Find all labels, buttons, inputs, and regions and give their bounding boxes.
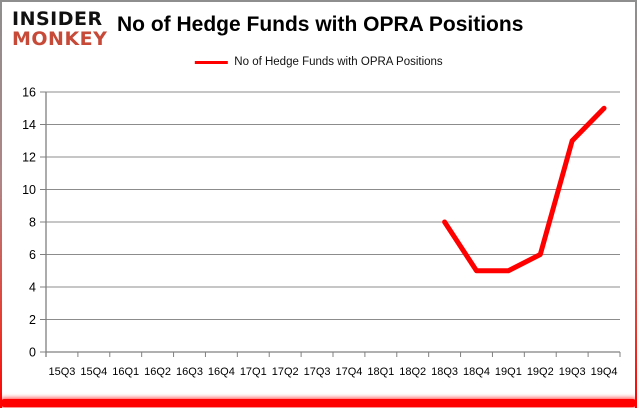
y-axis-label: 10 bbox=[22, 183, 36, 197]
x-axis-label: 16Q4 bbox=[208, 366, 235, 378]
x-axis-label: 18Q3 bbox=[431, 366, 458, 378]
legend-line-swatch bbox=[194, 60, 228, 64]
x-axis-label: 17Q2 bbox=[272, 366, 299, 378]
insider-monkey-logo: INSIDER MONKEY bbox=[12, 10, 107, 49]
y-axis-label: 2 bbox=[29, 313, 36, 327]
x-axis-label: 19Q2 bbox=[527, 366, 554, 378]
x-axis-label: 16Q3 bbox=[176, 366, 203, 378]
x-axis-label: 18Q2 bbox=[399, 366, 426, 378]
frame-border-right bbox=[635, 0, 637, 408]
page-title: No of Hedge Funds with OPRA Positions bbox=[117, 13, 524, 36]
x-axis-label: 18Q1 bbox=[367, 366, 394, 378]
legend-label: No of Hedge Funds with OPRA Positions bbox=[234, 56, 443, 68]
x-axis-label: 17Q1 bbox=[240, 366, 267, 378]
x-axis-label: 19Q3 bbox=[559, 366, 586, 378]
x-axis-label: 16Q2 bbox=[144, 366, 171, 378]
x-axis-label: 19Q4 bbox=[591, 366, 618, 378]
x-axis-label: 17Q4 bbox=[335, 366, 362, 378]
y-axis-label: 8 bbox=[29, 216, 36, 230]
legend: No of Hedge Funds with OPRA Positions bbox=[194, 56, 443, 68]
logo-insider-text: INSIDER bbox=[12, 8, 103, 30]
x-axis-label: 16Q1 bbox=[112, 366, 139, 378]
x-axis-label: 18Q4 bbox=[463, 366, 490, 378]
x-axis-label: 15Q4 bbox=[80, 366, 107, 378]
frame-border-bottom bbox=[1, 399, 636, 407]
x-axis-label: 17Q3 bbox=[304, 366, 331, 378]
y-axis-label: 12 bbox=[22, 151, 36, 165]
series-line bbox=[442, 105, 607, 274]
y-axis-label: 14 bbox=[22, 118, 36, 132]
y-axis-label: 16 bbox=[22, 86, 36, 100]
logo-monkey-text: MONKEY bbox=[12, 28, 108, 50]
y-axis-label: 0 bbox=[29, 346, 36, 360]
x-axis-label: 19Q1 bbox=[495, 366, 522, 378]
x-axis-label: 15Q3 bbox=[48, 366, 75, 378]
y-axis-label: 6 bbox=[29, 248, 36, 262]
frame-border-top bbox=[0, 0, 637, 2]
frame-border-left bbox=[0, 0, 2, 408]
y-axis-label: 4 bbox=[29, 281, 36, 295]
